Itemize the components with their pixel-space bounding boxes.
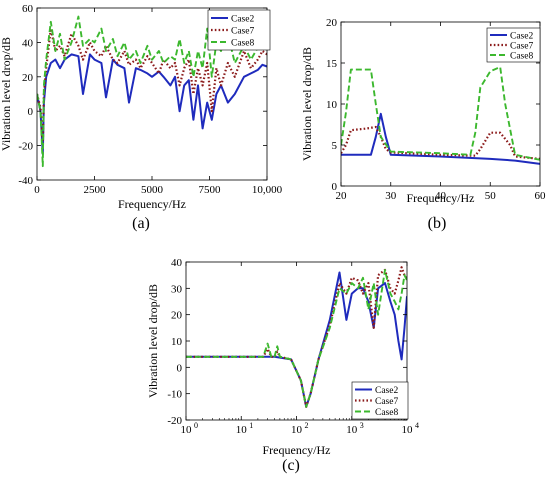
x-tick-label: 20 bbox=[336, 190, 348, 202]
legend-label-case7: Case7 bbox=[375, 397, 398, 407]
series-line-case2 bbox=[37, 53, 267, 156]
y-axis-label: Vibration level drop/dB bbox=[0, 37, 13, 151]
x-tick-label: 10 bbox=[236, 424, 248, 436]
y-tick-label: 40 bbox=[171, 257, 183, 269]
legend-label-case7: Case7 bbox=[510, 42, 533, 52]
chart-a: 0 2500 5000 7500 10,000 -40 -20 0 20 40 60 Frequenc… bbox=[0, 3, 283, 232]
legend-label-case2: Case2 bbox=[510, 32, 533, 42]
legend-label-case2: Case2 bbox=[375, 386, 398, 396]
legend-label-case8: Case8 bbox=[231, 39, 254, 49]
x-tick-label: 50 bbox=[485, 190, 497, 202]
y-tick-label: -10 bbox=[167, 389, 182, 401]
y-tick-label: -20 bbox=[167, 415, 182, 427]
x-tick-label: 0 bbox=[34, 184, 40, 196]
y-tick-label: 20 bbox=[326, 17, 338, 29]
x-tick-label: 5000 bbox=[141, 184, 164, 196]
legend-box bbox=[486, 27, 541, 63]
y-tick-label: 10 bbox=[326, 99, 338, 111]
x-tick-label: 10 bbox=[346, 424, 358, 436]
y-tick-label: 20 bbox=[171, 310, 183, 322]
x-tick-exponent: 1 bbox=[249, 421, 253, 430]
series-line-case7 bbox=[37, 27, 267, 147]
x-axis-label: Frequency/Hz bbox=[263, 443, 331, 457]
series-line-case7 bbox=[341, 125, 540, 160]
y-tick-label: 0 bbox=[28, 106, 34, 118]
y-axis-label: Vibration level drop/dB bbox=[300, 47, 314, 161]
chart-b: 20 30 40 50 60 0 5 10 15 20 Frequency/Hz Vibration … bbox=[300, 17, 546, 232]
legend-box bbox=[207, 9, 271, 51]
x-tick-exponent: 0 bbox=[194, 421, 198, 430]
legend-box bbox=[351, 381, 409, 420]
legend-label-case2: Case2 bbox=[231, 15, 254, 25]
y-tick-label: 60 bbox=[22, 3, 34, 15]
series-line-case2 bbox=[341, 112, 540, 165]
x-tick-exponent: 2 bbox=[305, 421, 309, 430]
x-tick-label: 7500 bbox=[199, 184, 222, 196]
x-tick-label: 2500 bbox=[84, 184, 107, 196]
y-tick-label: 40 bbox=[22, 37, 34, 49]
panel-caption: (c) bbox=[282, 457, 300, 474]
y-tick-label: 5 bbox=[332, 140, 338, 152]
y-tick-label: 20 bbox=[22, 72, 34, 84]
legend-label-case7: Case7 bbox=[231, 27, 254, 37]
y-tick-label: 30 bbox=[171, 283, 183, 295]
x-axis-label: Frequency/Hz bbox=[118, 197, 186, 211]
x-tick-label: 40 bbox=[435, 190, 447, 202]
y-tick-label: 0 bbox=[332, 181, 338, 193]
y-tick-label: 0 bbox=[177, 362, 183, 374]
y-axis-label: Vibration level drop/dB bbox=[146, 284, 160, 398]
legend: Case2 Case7 Case8 bbox=[207, 9, 271, 51]
y-tick-label: 15 bbox=[326, 58, 338, 70]
x-tick-label: 60 bbox=[535, 190, 547, 202]
legend-label-case8: Case8 bbox=[375, 408, 398, 418]
x-tick-label: 10 bbox=[181, 424, 193, 436]
panel-caption: (a) bbox=[132, 215, 150, 232]
x-axis-label: Frequency/Hz bbox=[407, 191, 475, 205]
x-tick-label: 10 bbox=[402, 424, 414, 436]
legend-label-case8: Case8 bbox=[510, 52, 533, 62]
chart-c: 10 0 10 1 10 2 10 3 10 4-20-10010203040Frequency/… bbox=[146, 257, 419, 474]
y-tick-label: 10 bbox=[171, 336, 183, 348]
x-tick-label: 10 bbox=[291, 424, 303, 436]
panel-caption: (b) bbox=[428, 215, 447, 232]
y-tick-label: -20 bbox=[18, 141, 33, 153]
x-tick-label: 10,000 bbox=[252, 184, 283, 196]
series-line-case8 bbox=[186, 268, 407, 408]
series-line-case8 bbox=[341, 66, 540, 161]
x-tick-exponent: 3 bbox=[360, 421, 364, 430]
y-tick-label: -40 bbox=[18, 175, 33, 187]
x-tick-exponent: 4 bbox=[415, 421, 419, 430]
x-tick-label: 30 bbox=[385, 190, 397, 202]
